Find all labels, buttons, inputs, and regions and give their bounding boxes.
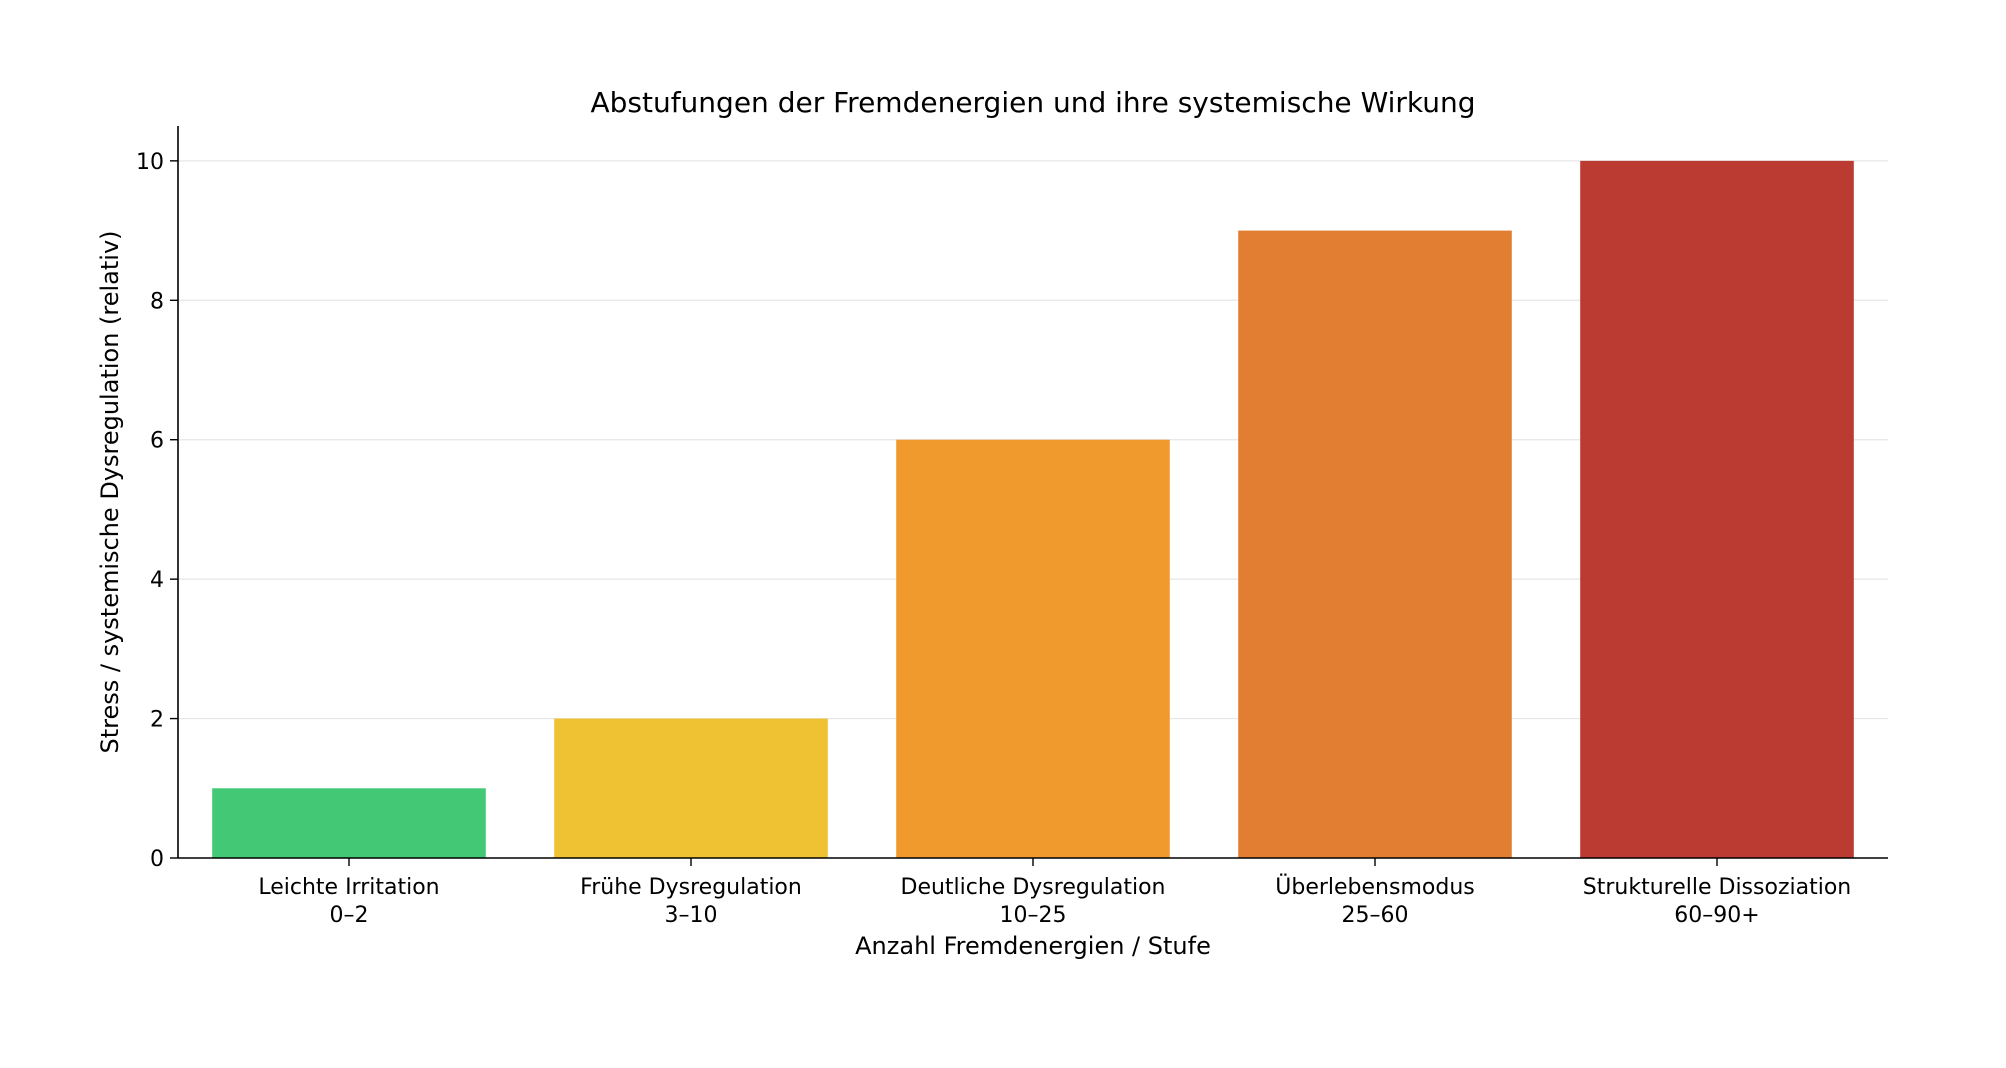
bar xyxy=(896,439,1170,858)
bar xyxy=(554,718,828,858)
x-tick-label: Leichte Irritation 0–2 xyxy=(258,875,439,928)
y-tick-label: 6 xyxy=(150,429,164,454)
y-tick-label: 10 xyxy=(136,150,164,175)
y-tick-label: 0 xyxy=(150,847,164,872)
x-axis-label: Anzahl Fremdenergien / Stufe xyxy=(855,932,1211,960)
y-ticks: 0 2 4 6 8 10 xyxy=(136,150,178,872)
y-axis-label: Stress / systemische Dysregulation (rela… xyxy=(96,230,124,753)
bars xyxy=(212,160,1854,859)
chart-title: Abstufungen der Fremdenergien und ihre s… xyxy=(590,86,1475,119)
x-ticks: Leichte Irritation 0–2 Frühe Dysregulation… xyxy=(258,858,1851,928)
x-tick-label: Deutliche Dysregulation 10–25 xyxy=(901,875,1166,928)
y-tick-label: 2 xyxy=(150,708,164,733)
x-tick-label: Frühe Dysregulation 3–10 xyxy=(580,875,802,928)
x-tick-label: Überlebensmodus 25–60 xyxy=(1275,874,1474,928)
y-tick-label: 8 xyxy=(150,289,164,314)
bar xyxy=(1238,230,1512,859)
y-tick-label: 4 xyxy=(150,568,164,593)
bar xyxy=(212,788,486,858)
bar xyxy=(1580,160,1854,858)
x-tick-label: Strukturelle Dissoziation 60–90+ xyxy=(1583,875,1851,928)
